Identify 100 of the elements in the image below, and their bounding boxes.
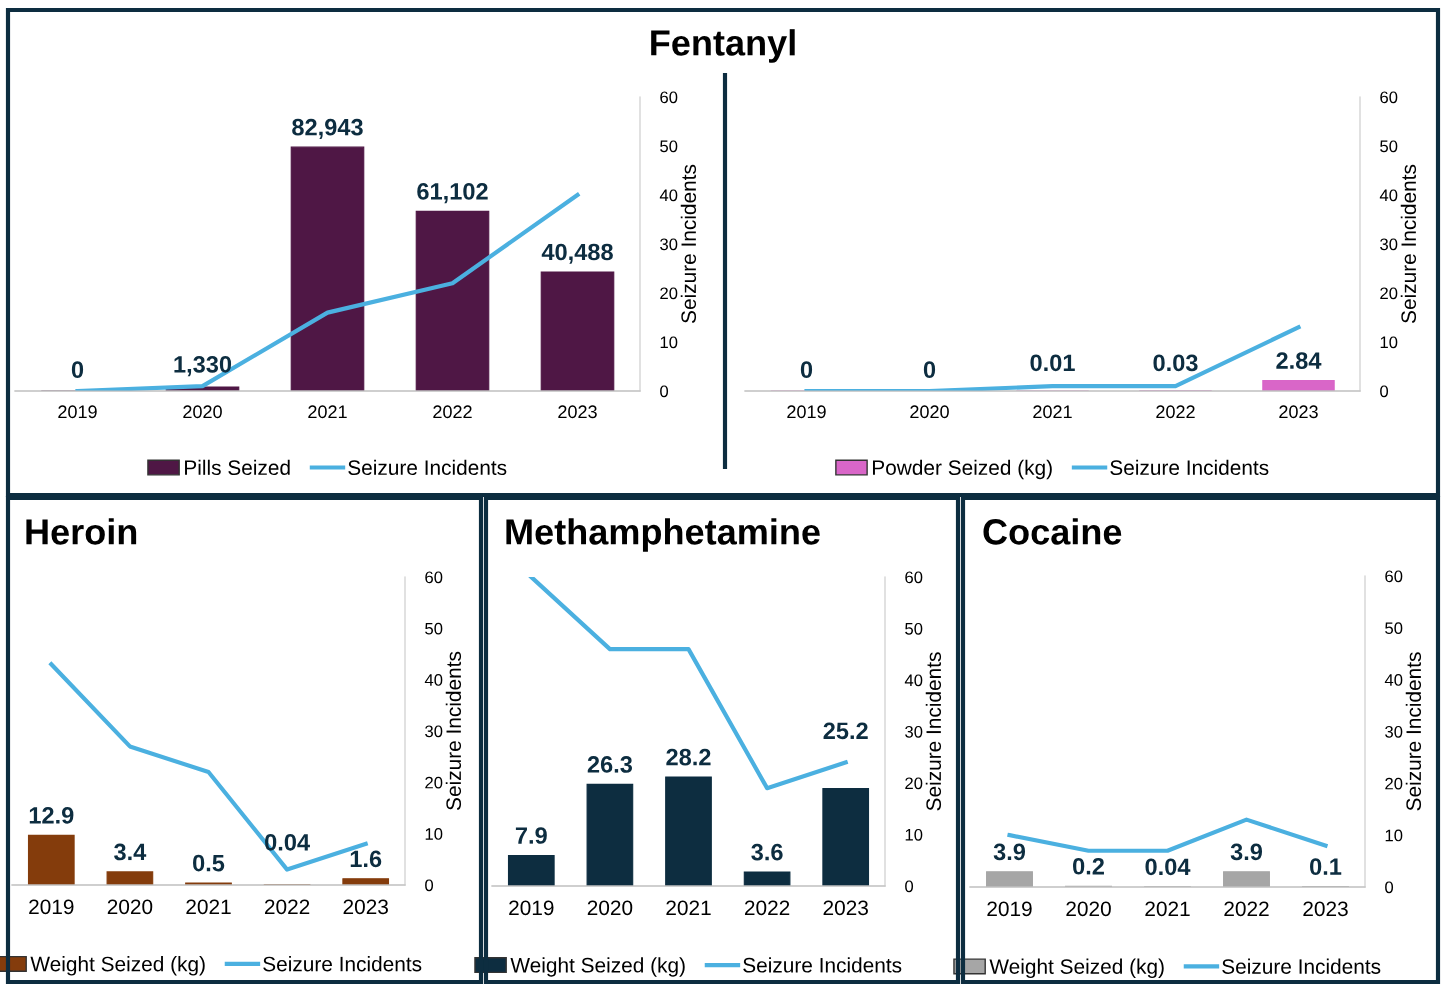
x-tick-label: 2020 — [910, 405, 949, 419]
data-label: 0 — [800, 361, 813, 378]
y2-tick-label: 0 — [905, 880, 914, 893]
x-tick-label: 2023 — [343, 899, 388, 915]
legend-label: Seizure Incidents — [743, 957, 902, 973]
chart-title: Methamphetamine — [506, 518, 820, 552]
y2-axis-title: Seizure Incidents — [1400, 164, 1417, 323]
y2-axis-title: Seizure Incidents — [925, 652, 942, 811]
y2-axis-title: Seizure Incidents — [445, 651, 462, 810]
x-tick-label: 2019 — [987, 901, 1032, 917]
y2-tick-label: 60 — [660, 91, 678, 104]
y2-axis-title: Seizure Incidents — [1405, 652, 1422, 811]
x-tick-label: 2019 — [58, 405, 97, 419]
y2-tick-label: 30 — [1380, 238, 1398, 251]
data-label: 0.01 — [1030, 354, 1075, 372]
data-label: 40,488 — [541, 243, 613, 264]
x-tick-label: 2020 — [107, 899, 153, 915]
y2-tick-label: 40 — [659, 189, 678, 202]
data-label: 2.84 — [1276, 352, 1322, 369]
data-label: 26.3 — [587, 756, 633, 773]
data-label: 61,102 — [417, 183, 488, 204]
legend-label: Seizure Incidents — [1110, 459, 1269, 476]
x-tick-label: 2020 — [587, 900, 633, 916]
data-label: 0 — [923, 361, 936, 378]
x-tick-label: 2022 — [433, 405, 472, 419]
y2-tick-label: 20 — [1385, 777, 1403, 790]
y2-tick-label: 50 — [660, 140, 678, 153]
y2-tick-label: 60 — [1380, 91, 1398, 104]
x-tick-label: 2021 — [1145, 901, 1190, 917]
x-tick-label: 2019 — [509, 900, 554, 916]
x-tick-label: 2022 — [264, 899, 310, 915]
data-label: 3.9 — [1230, 843, 1263, 861]
x-tick-label: 2019 — [29, 899, 74, 915]
y2-tick-label: 60 — [905, 571, 923, 584]
y2-tick-label: 10 — [425, 828, 443, 840]
x-tick-label: 2021 — [308, 405, 347, 419]
data-label: 0.04 — [265, 833, 310, 851]
y2-tick-label: 40 — [1379, 189, 1398, 202]
y2-tick-label: 30 — [905, 725, 923, 738]
x-tick-label: 2023 — [558, 405, 597, 419]
y2-tick-label: 60 — [1385, 570, 1403, 583]
x-tick-label: 2022 — [1156, 405, 1195, 419]
legend-label: Powder Seized (kg) — [873, 459, 1052, 480]
legend-label: Weight Seized (kg) — [510, 957, 685, 977]
data-label: 1.6 — [350, 850, 382, 868]
y2-tick-label: 10 — [905, 828, 923, 841]
data-label: 0.1 — [1310, 858, 1342, 875]
y2-tick-label: 50 — [425, 622, 443, 635]
y2-tick-label: 10 — [1380, 336, 1398, 349]
legend-label: Seizure Incidents — [1222, 958, 1381, 974]
x-tick-label: 2023 — [1303, 901, 1348, 917]
y2-tick-label: 40 — [1384, 674, 1403, 686]
y2-tick-label: 0 — [1385, 881, 1394, 894]
data-label: 0.5 — [193, 854, 225, 872]
y2-tick-label: 20 — [1380, 287, 1398, 300]
y2-tick-label: 60 — [425, 571, 443, 584]
y2-tick-label: 0 — [1380, 385, 1389, 398]
data-label: 25.2 — [823, 722, 868, 740]
y2-axis-title: Seizure Incidents — [680, 164, 697, 323]
y2-tick-label: 40 — [424, 674, 443, 686]
data-label: 1,330 — [174, 356, 232, 377]
x-tick-label: 2021 — [1033, 405, 1072, 419]
data-label: 3.9 — [993, 843, 1026, 861]
x-tick-label: 2023 — [1279, 405, 1318, 419]
data-label: 3.6 — [751, 843, 783, 861]
data-label: 0.2 — [1073, 857, 1104, 875]
y2-tick-label: 20 — [660, 287, 678, 300]
legend-label: Weight Seized (kg) — [989, 958, 1164, 979]
data-label: 7.9 — [515, 827, 547, 844]
x-tick-label: 2019 — [787, 405, 826, 419]
y2-tick-label: 30 — [1385, 725, 1403, 738]
data-label: 0.04 — [1145, 858, 1191, 876]
data-label: 28.2 — [666, 748, 711, 766]
y2-tick-label: 0 — [425, 879, 434, 892]
chart-title: Heroin — [26, 518, 137, 545]
text: Fentanyl — [651, 29, 795, 63]
data-label: 0.03 — [1153, 354, 1198, 372]
y2-tick-label: 0 — [660, 385, 669, 398]
legend-label: Weight Seized (kg) — [30, 956, 205, 976]
data-label: 0 — [71, 361, 84, 378]
y2-tick-label: 40 — [904, 674, 923, 687]
y2-tick-label: 30 — [425, 725, 443, 738]
y2-tick-label: 50 — [905, 622, 923, 635]
data-label: 82,943 — [292, 118, 363, 139]
x-tick-label: 2023 — [823, 900, 868, 916]
y2-tick-label: 10 — [1385, 829, 1403, 842]
legend-label: Seizure Incidents — [348, 459, 507, 476]
x-tick-label: 2020 — [183, 405, 222, 419]
legend-label: Seizure Incidents — [263, 956, 422, 972]
x-tick-label: 2022 — [1224, 901, 1269, 917]
y2-tick-label: 10 — [660, 336, 678, 349]
data-label: 3.4 — [114, 843, 147, 861]
y2-tick-label: 30 — [660, 238, 678, 251]
data-label: 12.9 — [29, 807, 74, 824]
x-tick-label: 2022 — [744, 900, 790, 916]
chart-title: Cocaine — [983, 518, 1122, 545]
x-tick-label: 2020 — [1066, 901, 1111, 917]
y2-tick-label: 20 — [425, 776, 443, 789]
x-tick-label: 2021 — [186, 899, 231, 915]
y2-tick-label: 50 — [1385, 622, 1403, 635]
